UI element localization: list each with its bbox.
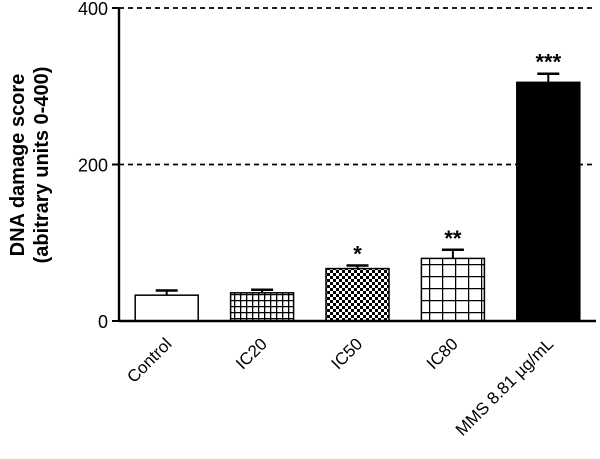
significance-marker-3: * bbox=[353, 241, 362, 266]
x-tick-label-4: IC80 bbox=[423, 334, 462, 373]
x-tick-label-3: IC50 bbox=[327, 334, 366, 373]
bar-5 bbox=[516, 81, 581, 322]
error-bars bbox=[155, 72, 560, 296]
bar-2 bbox=[229, 292, 295, 322]
bar-4 bbox=[420, 257, 486, 322]
significance-marker-4: ** bbox=[444, 226, 462, 251]
bars bbox=[134, 81, 581, 322]
y-axis-label: DNA damage score bbox=[7, 74, 29, 257]
significance-marker-5: *** bbox=[535, 50, 561, 75]
x-tick-label-5: MMS 8.81 µg/mL bbox=[452, 334, 557, 439]
y-axis-title: DNA damage score (abitrary units 0-400) bbox=[7, 67, 53, 264]
y-ticks: 0 200 400 bbox=[78, 0, 119, 332]
y-axis-sublabel: (abitrary units 0-400) bbox=[31, 67, 53, 264]
bar-1 bbox=[134, 294, 199, 322]
y-tick-label-0: 0 bbox=[98, 312, 108, 332]
x-tick-label-1: Control bbox=[123, 334, 175, 386]
significance-markers: ****** bbox=[353, 50, 561, 267]
x-tick-label-2: IC20 bbox=[232, 334, 271, 373]
y-tick-label-400: 400 bbox=[78, 0, 108, 19]
y-tick-label-200: 200 bbox=[78, 156, 108, 176]
bar-3 bbox=[325, 267, 390, 322]
